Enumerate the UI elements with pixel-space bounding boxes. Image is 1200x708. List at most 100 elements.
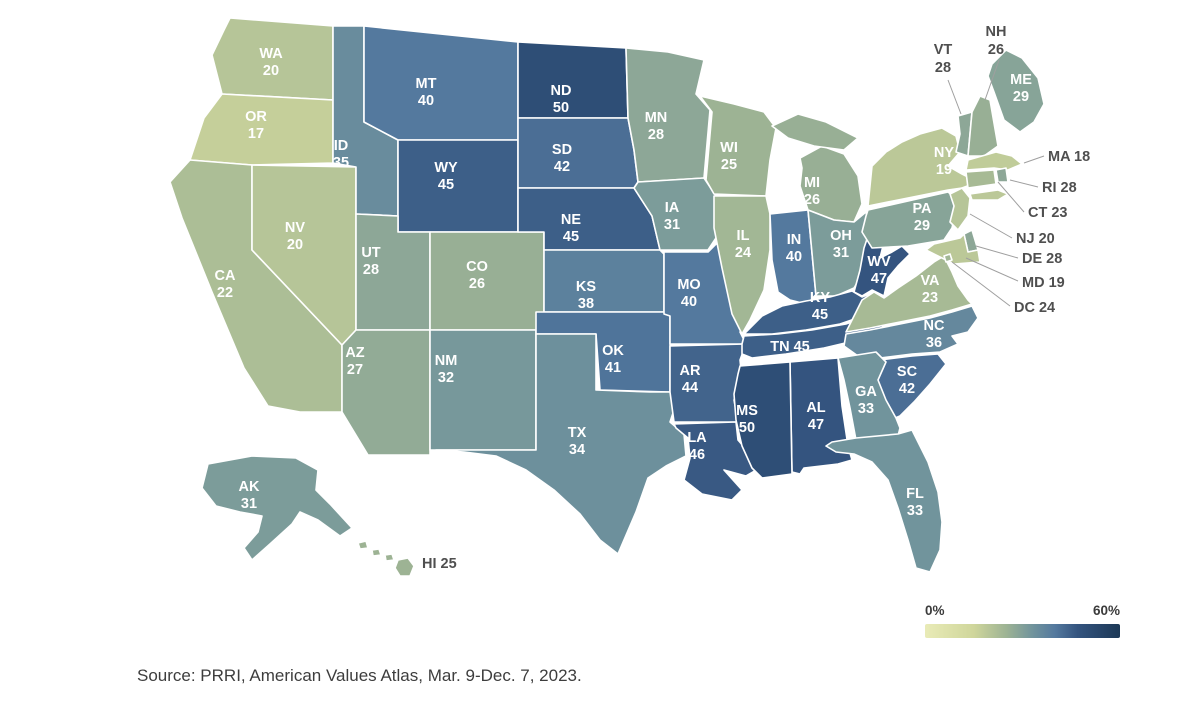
- state-shape-HI[interactable]: [394, 557, 415, 577]
- state-label-WY: WY: [434, 160, 458, 176]
- leader-lines-layer: [947, 59, 1045, 307]
- state-value-MO: 40: [681, 294, 697, 310]
- state-shape-WV[interactable]: [853, 229, 911, 297]
- state-label-DC: DC 24: [1014, 300, 1055, 316]
- state-shape-VA[interactable]: [845, 255, 973, 333]
- state-label-VA: VA: [920, 273, 940, 289]
- state-shape-CT[interactable]: [965, 169, 997, 189]
- state-value-OK: 41: [605, 360, 621, 376]
- state-label-TX: TX: [568, 425, 587, 441]
- state-shape-KS[interactable]: [543, 249, 665, 313]
- state-value-GA: 33: [858, 401, 874, 417]
- state-shape-AK[interactable]: [201, 455, 353, 561]
- state-shape-WI[interactable]: [699, 95, 777, 197]
- state-label-DE: DE 28: [1022, 251, 1062, 267]
- state-value-NM: 32: [438, 370, 454, 386]
- state-label-NY: NY: [934, 145, 954, 161]
- state-value-KY: 45: [812, 307, 828, 323]
- state-shape-MI[interactable]: [771, 113, 859, 151]
- state-label-OK: OK: [602, 343, 624, 359]
- state-label-AK: AK: [239, 479, 260, 495]
- state-label-AR: AR: [680, 363, 701, 379]
- legend-gradient-bar: [925, 624, 1120, 638]
- state-value-KS: 38: [578, 296, 594, 312]
- state-label-UT: UT: [361, 245, 380, 261]
- state-shape-RI[interactable]: [995, 167, 1009, 183]
- state-value-NE: 45: [563, 229, 579, 245]
- state-label-MD: MD 19: [1022, 275, 1065, 291]
- state-value-WY: 45: [438, 177, 454, 193]
- state-value-LA: 46: [689, 447, 705, 463]
- state-label-NJ: NJ 20: [1016, 231, 1055, 247]
- state-label-TN: TN 45: [770, 339, 810, 355]
- state-label-CO: CO: [466, 259, 488, 275]
- state-shape-CO[interactable]: [429, 231, 545, 331]
- state-label-FL: FL: [906, 486, 924, 502]
- leader-line-NH: [984, 59, 1000, 101]
- state-shape-HI[interactable]: [357, 540, 369, 550]
- state-label-WI: WI: [720, 140, 738, 156]
- state-label-SD: SD: [552, 142, 572, 158]
- state-label-MO: MO: [677, 277, 700, 293]
- leader-line-MD: [965, 257, 1019, 282]
- state-shape-ME[interactable]: [987, 49, 1045, 133]
- state-value-WV: 47: [871, 271, 887, 287]
- leader-line-NJ: [969, 213, 1013, 239]
- state-shape-FL[interactable]: [825, 429, 943, 573]
- state-value-AR: 44: [682, 380, 698, 396]
- leader-line-MA: [1023, 155, 1045, 164]
- state-shape-IL[interactable]: [713, 195, 771, 335]
- state-value-CO: 26: [469, 276, 485, 292]
- state-label-ME: ME: [1010, 72, 1032, 88]
- state-shape-HI[interactable]: [371, 548, 382, 557]
- state-value-TX: 34: [569, 442, 585, 458]
- state-shape-NY[interactable]: [969, 189, 1009, 201]
- source-note: Source: PRRI, American Values Atlas, Mar…: [137, 666, 582, 685]
- state-shape-MA[interactable]: [965, 151, 1023, 171]
- leader-line-CT: [997, 181, 1025, 213]
- state-label-NE: NE: [561, 212, 581, 228]
- state-shape-MS[interactable]: [733, 361, 793, 479]
- state-value-WA: 20: [263, 63, 279, 79]
- state-label-SC: SC: [897, 364, 918, 380]
- state-shape-SD[interactable]: [517, 117, 639, 189]
- state-shape-MT[interactable]: [363, 25, 519, 141]
- state-value-SC: 42: [899, 381, 915, 397]
- state-value-FL: 33: [907, 503, 923, 519]
- state-shape-KY[interactable]: [743, 290, 883, 335]
- state-shape-MN[interactable]: [625, 47, 711, 183]
- state-label-OH: OH: [830, 228, 852, 244]
- state-shape-NJ[interactable]: [949, 187, 971, 231]
- state-value-MN: 28: [648, 127, 664, 143]
- state-label-MI: MI: [804, 175, 820, 191]
- legend-min-label: 0%: [925, 603, 945, 618]
- state-shape-HI[interactable]: [384, 553, 395, 562]
- state-shape-WY[interactable]: [397, 139, 519, 233]
- state-shape-MD[interactable]: [925, 233, 981, 265]
- state-shape-VT[interactable]: [955, 111, 973, 157]
- state-value-OH: 31: [833, 245, 849, 261]
- state-label-RI: RI 28: [1042, 180, 1077, 196]
- state-label-KY: KY: [810, 290, 830, 306]
- state-label-HI: HI 25: [422, 556, 457, 572]
- state-shape-GA[interactable]: [837, 351, 901, 441]
- state-value-AZ: 27: [347, 362, 363, 378]
- state-label-IN: IN: [787, 232, 802, 248]
- state-shape-NM[interactable]: [429, 329, 537, 451]
- state-label-LA: LA: [687, 430, 707, 446]
- state-shape-TX[interactable]: [435, 333, 687, 555]
- state-value-OR: 17: [248, 126, 264, 142]
- state-label-IA: IA: [665, 200, 680, 216]
- state-shape-NH[interactable]: [967, 95, 999, 157]
- state-value-MI: 26: [804, 192, 820, 208]
- state-shape-ND[interactable]: [517, 41, 629, 119]
- state-value-IA: 31: [664, 217, 680, 233]
- state-label-IL: IL: [737, 228, 750, 244]
- state-label-CT: CT 23: [1028, 205, 1068, 221]
- state-value-NC: 36: [926, 335, 942, 351]
- state-value-WI: 25: [721, 157, 737, 173]
- state-shape-DC[interactable]: [943, 253, 953, 263]
- state-label-CA: CA: [215, 268, 236, 284]
- state-value-NH: 26: [988, 42, 1004, 58]
